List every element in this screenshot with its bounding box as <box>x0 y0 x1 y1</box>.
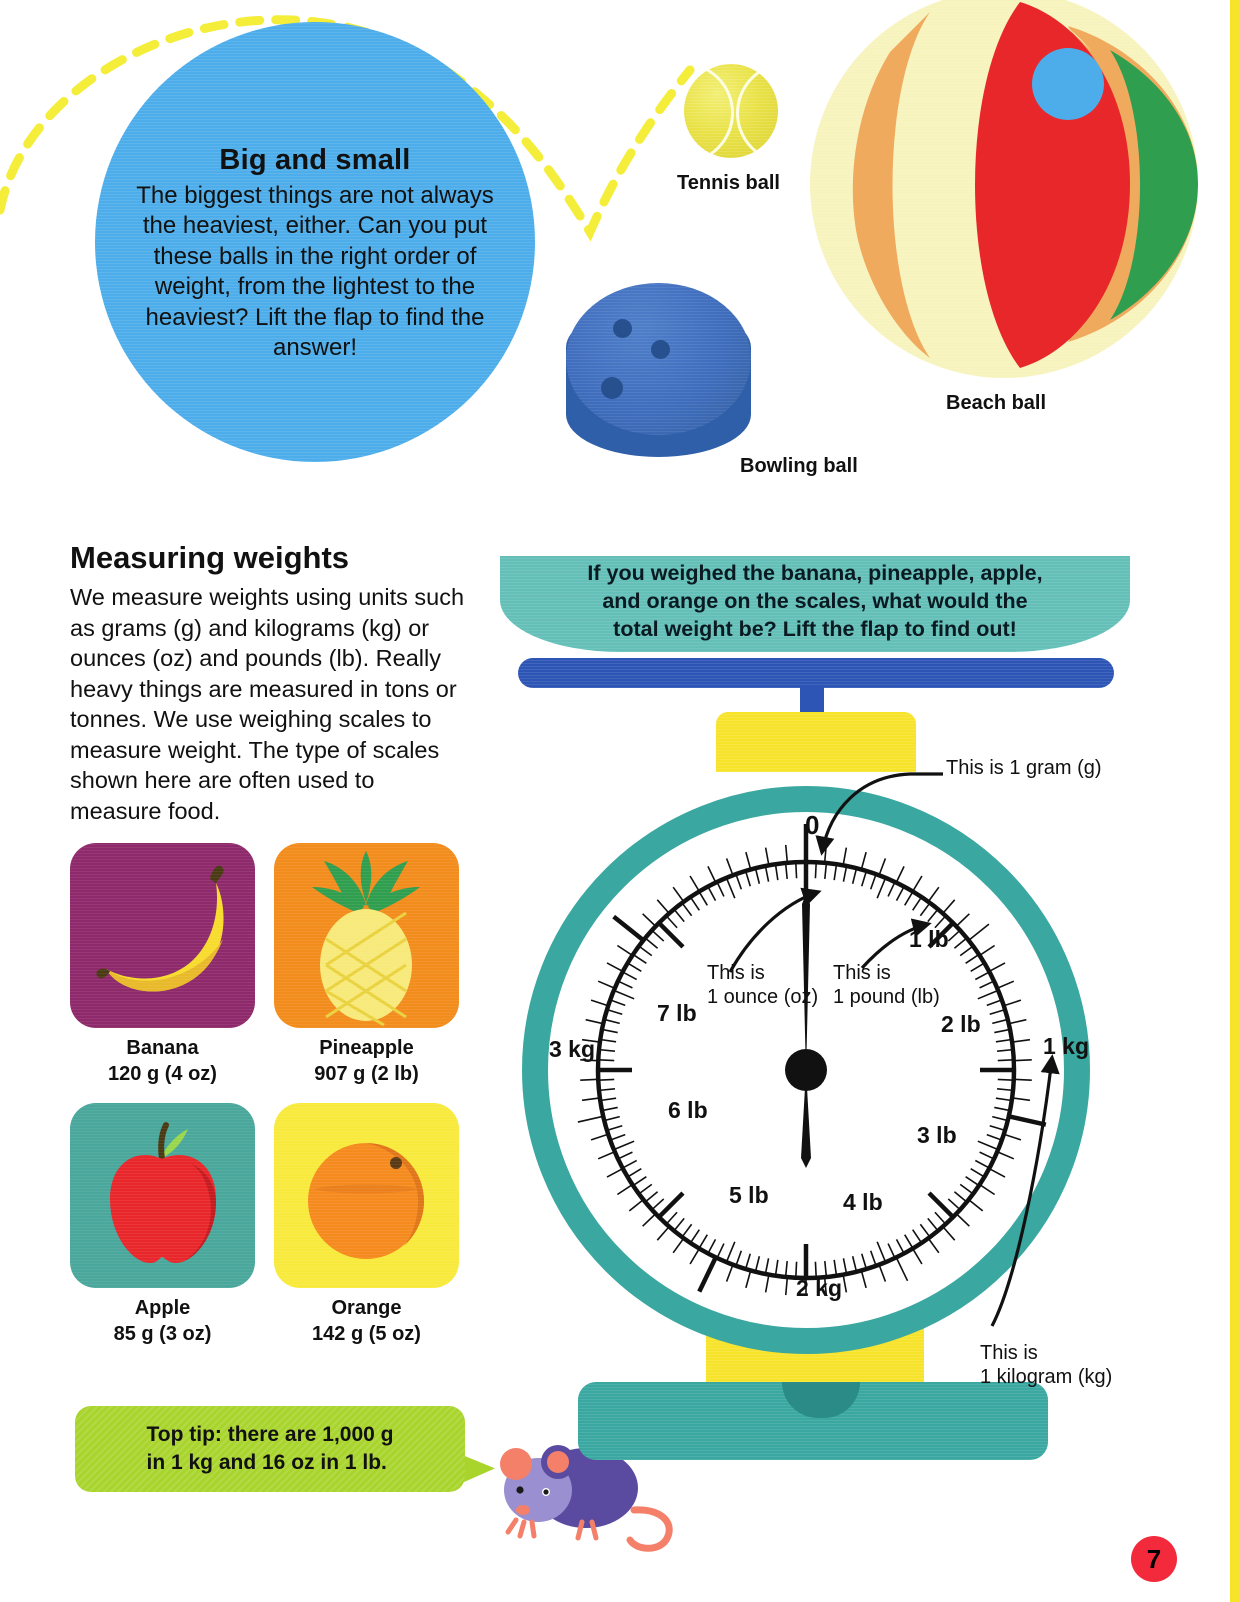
callout-kilogram: This is 1 kilogram (kg) <box>980 1341 1112 1390</box>
scale-question-line-3: total weight be? Lift the flap to find o… <box>613 617 1017 642</box>
mouse-illustration <box>500 1445 673 1552</box>
beach-ball-cap <box>1032 48 1104 120</box>
callout-gram: This is 1 gram (g) <box>946 757 1102 779</box>
callout-ounce: This is 1 ounce (oz) <box>707 961 818 1010</box>
callout-ounce-line2: 1 ounce (oz) <box>707 986 819 1009</box>
dial-label-2lb: 2 lb <box>941 1011 981 1037</box>
apple-weight: 85 g (3 oz) <box>113 1322 212 1345</box>
measuring-weights-body: We measure weights using units such as g… <box>70 584 465 824</box>
banana-caption: Banana 120 g (4 oz) <box>70 1036 255 1087</box>
orange-weight: 142 g (5 oz) <box>312 1322 421 1345</box>
dial-label-6lb: 6 lb <box>668 1097 708 1123</box>
apple-label: Apple <box>134 1297 191 1319</box>
callout-pound-line1: This is <box>833 962 891 984</box>
scale-dial-face <box>577 824 1047 1296</box>
beach-ball-label: Beach ball <box>946 392 1047 414</box>
scale-top-plate: If you weighed the banana, pineapple, ap… <box>500 556 1130 652</box>
callout-kilogram-line1: This is <box>980 1342 1038 1364</box>
bowling-ball-illustration <box>566 283 751 458</box>
banana-label: Banana <box>126 1037 199 1059</box>
pineapple-caption: Pineapple 907 g (2 lb) <box>274 1036 459 1087</box>
pineapple-label: Pineapple <box>319 1037 414 1059</box>
pineapple-tile <box>274 843 459 1028</box>
dial-label-7lb: 7 lb <box>657 1000 697 1026</box>
callout-pound-line2: 1 pound (lb) <box>833 986 940 1009</box>
scale-question-line-2: and orange on the scales, what would the <box>602 589 1028 614</box>
top-tip-bubble: Top tip: there are 1,000 g in 1 kg and 1… <box>75 1406 465 1492</box>
scale-body-top <box>716 712 916 772</box>
big-and-small-title: Big and small <box>219 144 411 176</box>
beach-ball-illustration <box>810 0 1198 378</box>
dial-label-3kg: 3 kg <box>549 1036 596 1062</box>
page-number: 7 <box>1131 1536 1177 1582</box>
scale-question-text: If you weighed the banana, pineapple, ap… <box>587 560 1042 644</box>
dial-callout-arrows <box>728 772 1060 1327</box>
banana-tile <box>70 843 255 1028</box>
apple-tile <box>70 1103 255 1288</box>
big-and-small-callout: Big and small The biggest things are not… <box>95 22 535 462</box>
pineapple-weight: 907 g (2 lb) <box>314 1062 419 1085</box>
banana-weight: 120 g (4 oz) <box>108 1062 217 1085</box>
orange-caption: Orange 142 g (5 oz) <box>274 1296 459 1347</box>
scale-plate-bar <box>518 658 1114 688</box>
big-and-small-body: The biggest things are not always the he… <box>136 182 494 362</box>
measuring-weights-title: Measuring weights <box>70 540 350 575</box>
dial-label-2kg: 2 kg <box>796 1275 843 1301</box>
top-tip-line2: in 1 kg and 16 oz in 1 lb. <box>146 1451 387 1474</box>
dial-label-zero: 0 <box>805 810 820 840</box>
apple-caption: Apple 85 g (3 oz) <box>70 1296 255 1347</box>
dial-label-1lb: 1 lb <box>909 926 949 952</box>
callout-pound: This is 1 pound (lb) <box>833 961 940 1010</box>
orange-label: Orange <box>331 1297 402 1319</box>
bowling-ball-label: Bowling ball <box>740 455 858 477</box>
page-edge-right <box>1230 0 1240 1602</box>
dial-label-4lb: 4 lb <box>843 1189 883 1215</box>
dial-label-5lb: 5 lb <box>729 1182 769 1208</box>
tennis-ball-label: Tennis ball <box>677 172 780 194</box>
callout-kilogram-line2: 1 kilogram (kg) <box>980 1366 1113 1389</box>
top-tip-line1: Top tip: there are 1,000 g <box>146 1422 394 1446</box>
tennis-ball-illustration <box>684 64 778 158</box>
callout-ounce-line1: This is <box>707 962 765 984</box>
orange-tile <box>274 1103 459 1288</box>
dial-label-3lb: 3 lb <box>917 1122 957 1148</box>
scale-question-line-1: If you weighed the banana, pineapple, ap… <box>587 561 1043 586</box>
